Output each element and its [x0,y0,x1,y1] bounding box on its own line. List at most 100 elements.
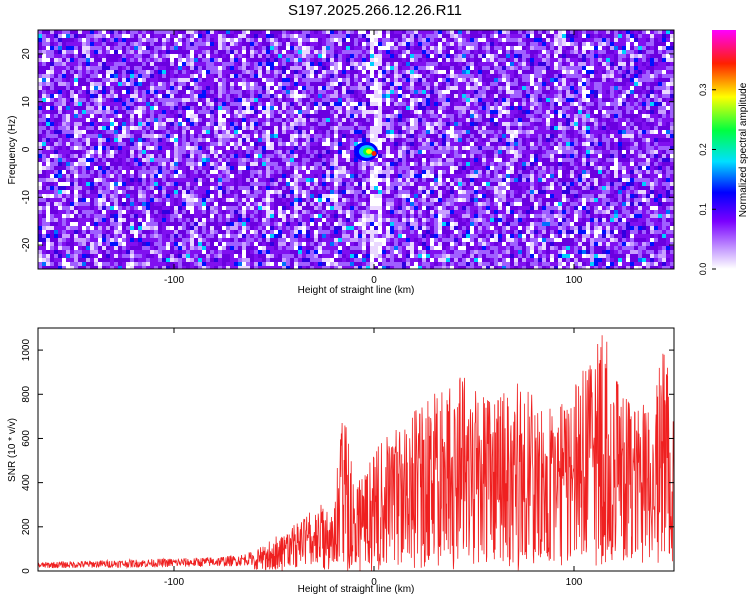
heatmap-cell [46,38,50,42]
heatmap-cell [534,134,538,138]
heatmap-cell [162,134,166,138]
heatmap-cell [502,110,506,114]
heatmap-cell [558,58,562,62]
heatmap-cell [390,142,394,146]
heatmap-cell [406,98,410,102]
heatmap-cell [130,138,134,142]
heatmap-cell [478,46,482,50]
heatmap-cell [70,58,74,62]
heatmap-cell [670,126,674,130]
heatmap-cell [258,38,262,42]
heatmap-cell [126,94,130,98]
heatmap-cell [610,114,614,118]
heatmap-cell [110,78,114,82]
heatmap-cell [530,38,534,42]
heatmap-cell [242,74,246,78]
heatmap-cell [550,54,554,58]
heatmap-cell [358,70,362,74]
heatmap-cell [106,66,110,70]
heatmap-cell [94,98,98,102]
heatmap-cell [58,62,62,66]
heatmap-cell [254,142,258,146]
heatmap-cell [150,58,154,62]
heatmap-cell [554,34,558,38]
heatmap-cell [314,126,318,130]
heatmap-cell [574,106,578,110]
heatmap-cell [398,106,402,110]
heatmap-cell [458,50,462,54]
heatmap-cell [486,150,490,154]
heatmap-cell [158,138,162,142]
heatmap-cell [530,30,534,34]
heatmap-cell [302,98,306,102]
heatmap-cell [226,110,230,114]
heatmap-cell [322,118,326,122]
heatmap-cell [566,118,570,122]
heatmap-cell [114,86,118,90]
heatmap-cell [566,30,570,34]
heatmap-cell [538,126,542,130]
heatmap-cell [234,138,238,142]
heatmap-cell [414,126,418,130]
heatmap-cell [210,142,214,146]
heatmap-cell [626,58,630,62]
heatmap-cell [286,38,290,42]
heatmap-cell [250,110,254,114]
heatmap-cell [86,90,90,94]
heatmap-cell [638,118,642,122]
heatmap-cell [282,134,286,138]
heatmap-cell [394,130,398,134]
heatmap-cell [558,134,562,138]
heatmap-cell [314,94,318,98]
heatmap-cell [182,146,186,150]
heatmap-cell [662,146,666,150]
heatmap-cell [98,122,102,126]
heatmap-cell [378,38,382,42]
heatmap-cell [86,46,90,50]
heatmap-cell [306,146,310,150]
heatmap-cell [394,50,398,54]
heatmap-cell [510,150,514,154]
heatmap-cell [94,38,98,42]
heatmap-cell [250,106,254,110]
heatmap-cell [106,70,110,74]
heatmap-cell [622,142,626,146]
heatmap-cell [190,94,194,98]
heatmap-cell [450,134,454,138]
heatmap-cell [114,98,118,102]
heatmap-cell [410,98,414,102]
heatmap-cell [642,118,646,122]
heatmap-cell [186,66,190,70]
heatmap-cell [562,98,566,102]
heatmap-cell [114,114,118,118]
heatmap-cell [514,66,518,70]
heatmap-cell [490,122,494,126]
heatmap-cell [78,150,82,154]
heatmap-cell [666,50,670,54]
heatmap-cell [550,46,554,50]
heatmap-cell [350,46,354,50]
heatmap-cell [234,42,238,46]
heatmap-cell [246,78,250,82]
heatmap-cell [270,138,274,142]
heatmap-cell [138,150,142,154]
heatmap-cell [178,114,182,118]
heatmap-cell [342,34,346,38]
heatmap-cell [510,134,514,138]
heatmap-cell [426,46,430,50]
heatmap-cell [86,30,90,34]
heatmap-cell [478,38,482,42]
heatmap-cell [478,94,482,98]
heatmap-cell [510,138,514,142]
heatmap-cell [318,90,322,94]
heatmap-cell [158,130,162,134]
heatmap-cell [390,70,394,74]
heatmap-cell [242,138,246,142]
heatmap-cell [270,106,274,110]
heatmap-cell [670,78,674,82]
heatmap-cell [246,110,250,114]
heatmap-cell [518,42,522,46]
heatmap-cell [170,138,174,142]
heatmap-cell [446,146,450,150]
heatmap-cell [670,138,674,142]
